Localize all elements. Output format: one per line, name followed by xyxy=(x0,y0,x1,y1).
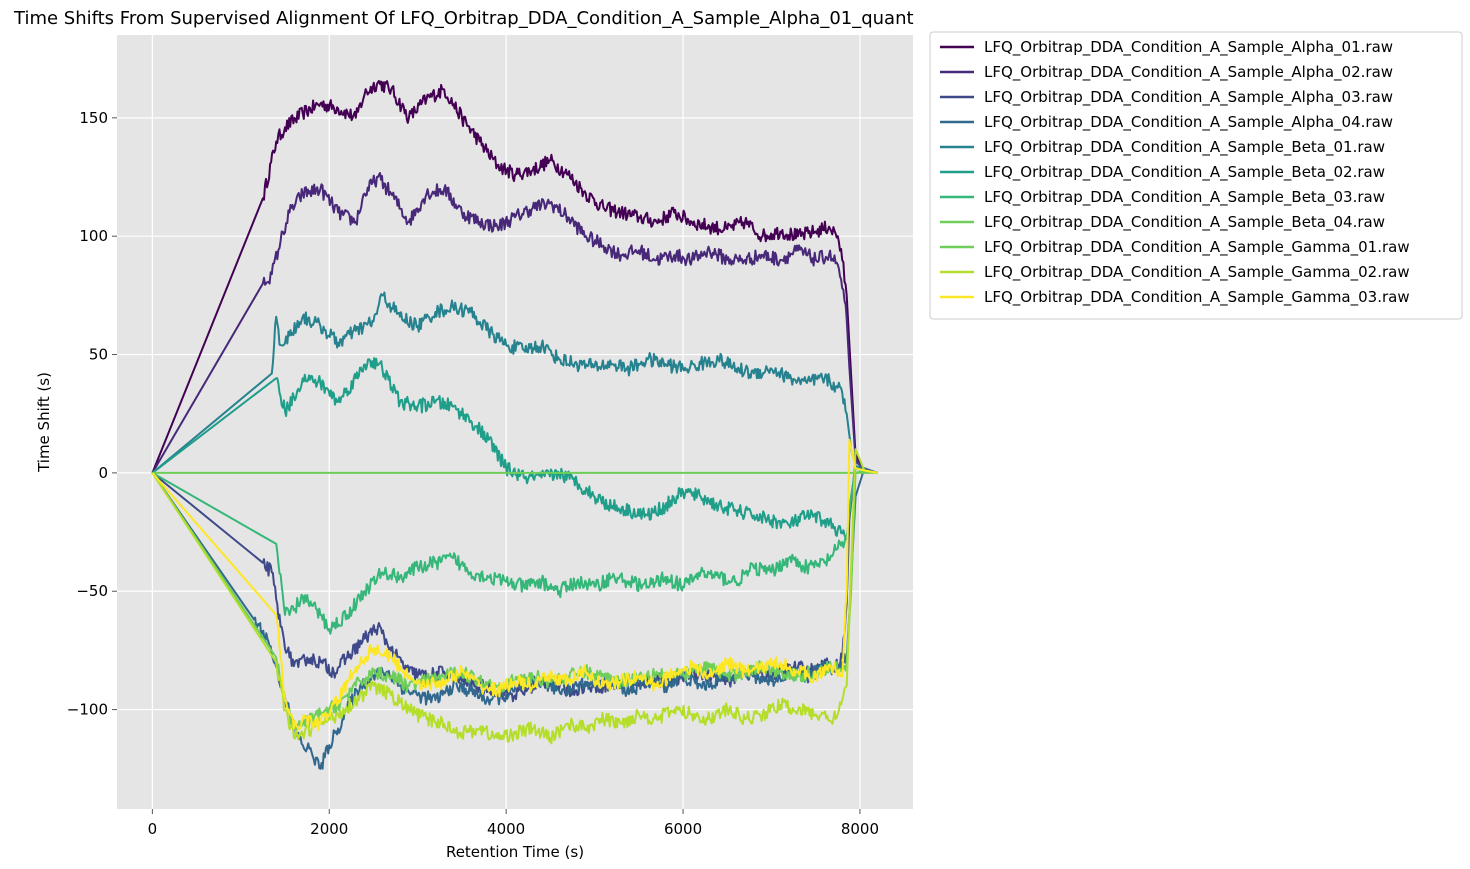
x-tick-label: 8000 xyxy=(841,820,879,838)
series-lines xyxy=(151,79,878,770)
legend-entry: LFQ_Orbitrap_DDA_Condition_A_Sample_Beta… xyxy=(984,163,1385,182)
legend-entry: LFQ_Orbitrap_DDA_Condition_A_Sample_Alph… xyxy=(984,88,1393,107)
legend-entry: LFQ_Orbitrap_DDA_Condition_A_Sample_Beta… xyxy=(984,188,1385,207)
y-tick-label: −100 xyxy=(67,701,108,719)
y-tick-label: 0 xyxy=(98,464,108,482)
y-axis-label: Time Shift (s) xyxy=(35,372,53,473)
series-line xyxy=(151,438,878,732)
legend-entry: LFQ_Orbitrap_DDA_Condition_A_Sample_Alph… xyxy=(984,113,1393,132)
axes: 0 2000 4000 6000 8000 150 100 50 0 −50 −100 xyxy=(67,109,879,838)
y-tick-label: −50 xyxy=(76,582,108,600)
x-tick-label: 6000 xyxy=(664,820,702,838)
legend-entry: LFQ_Orbitrap_DDA_Condition_A_Sample_Gamm… xyxy=(984,263,1410,282)
series-line xyxy=(151,357,878,541)
series-line xyxy=(151,172,878,474)
legend-entry: LFQ_Orbitrap_DDA_Condition_A_Sample_Alph… xyxy=(984,63,1393,82)
series-line xyxy=(151,448,878,745)
chart-title: Time Shifts From Supervised Alignment Of… xyxy=(13,8,914,29)
legend-entry: LFQ_Orbitrap_DDA_Condition_A_Sample_Beta… xyxy=(984,138,1385,157)
legend: LFQ_Orbitrap_DDA_Condition_A_Sample_Alph… xyxy=(929,31,1463,320)
series-line xyxy=(151,467,878,635)
x-axis-label: Retention Time (s) xyxy=(446,843,584,861)
x-tick-label: 0 xyxy=(148,820,158,838)
legend-entry: LFQ_Orbitrap_DDA_Condition_A_Sample_Gamm… xyxy=(984,238,1410,257)
series-line xyxy=(151,291,878,474)
x-tick-label: 2000 xyxy=(310,820,348,838)
legend-box xyxy=(929,31,1463,320)
legend-entry: LFQ_Orbitrap_DDA_Condition_A_Sample_Gamm… xyxy=(984,288,1410,307)
series-line xyxy=(151,79,878,474)
y-tick-label: 50 xyxy=(89,346,108,364)
y-tick-label: 150 xyxy=(79,109,108,127)
plot-area xyxy=(117,35,913,809)
legend-entry: LFQ_Orbitrap_DDA_Condition_A_Sample_Alph… xyxy=(984,38,1393,57)
legend-entry: LFQ_Orbitrap_DDA_Condition_A_Sample_Beta… xyxy=(984,213,1385,232)
y-tick-label: 100 xyxy=(79,227,108,245)
x-tick-label: 4000 xyxy=(487,820,525,838)
